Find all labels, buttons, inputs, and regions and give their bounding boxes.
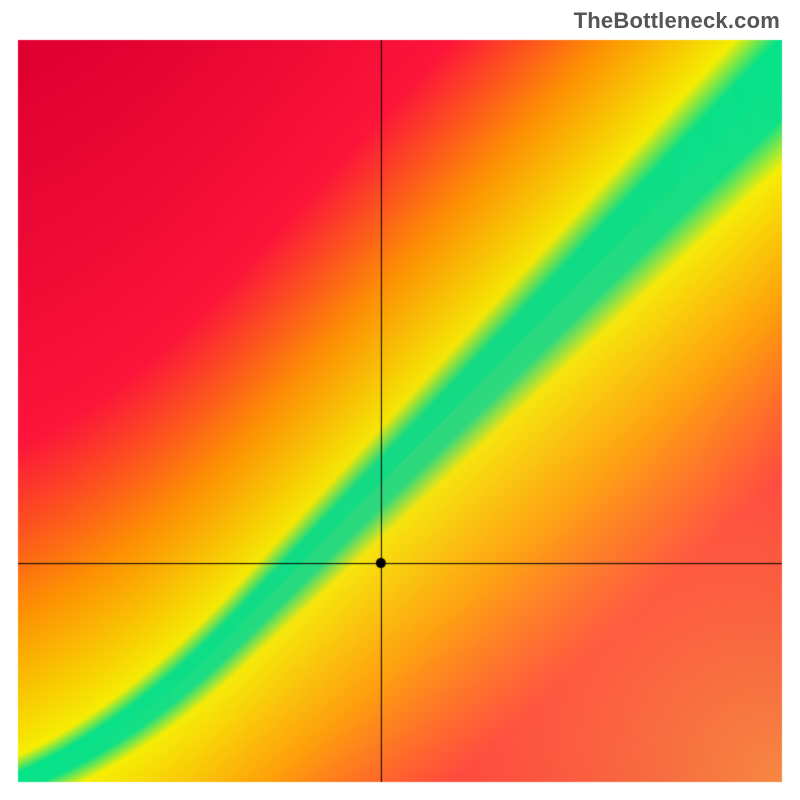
chart-container: TheBottleneck.com	[0, 0, 800, 800]
watermark-text: TheBottleneck.com	[574, 8, 780, 34]
bottleneck-heatmap-canvas	[0, 0, 800, 800]
